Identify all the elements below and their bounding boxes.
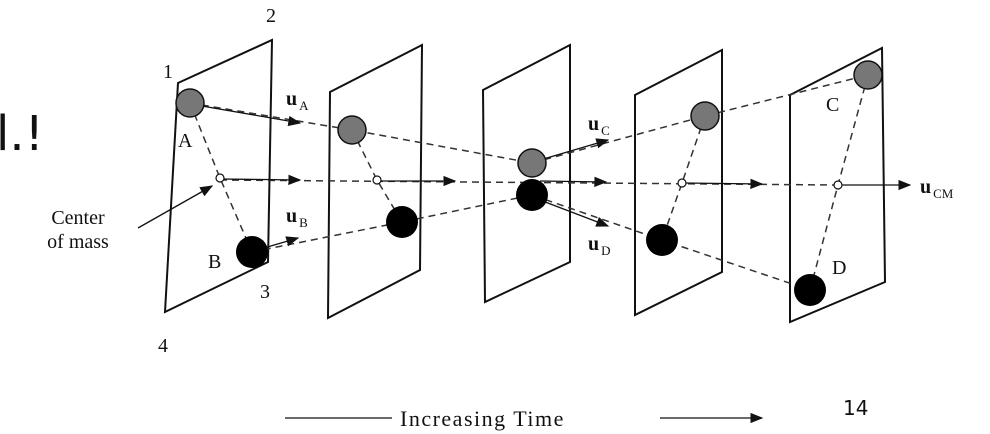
velocity-subscript: C [601,123,610,138]
velocity-labels: u Au Bu Cu Du CM [286,88,954,258]
velocity-label: u CM [920,176,954,201]
velocity-subscript: D [601,243,610,258]
time-label: Increasing Time [400,406,565,431]
corner-label: 3 [260,281,270,303]
arrows [137,105,912,424]
velocity-symbol: u [286,205,297,227]
particle-label: B [208,251,221,273]
velocity-subscript: B [299,215,308,230]
velocity-subscript: A [299,98,309,113]
velocity-symbol: u [588,113,599,135]
center-label: Center [51,207,105,229]
particle-label: D [832,257,846,279]
velocity-symbol: u [920,176,931,198]
velocity-subscript: CM [933,186,954,201]
corner-label: 4 [158,335,168,357]
particle-label: A [178,130,193,152]
velocity-symbol: u [588,233,599,255]
particle-label: C [826,94,839,116]
corner-label: 1 [163,61,173,83]
velocity-symbol: u [286,88,297,110]
corner-label: 2 [266,5,276,27]
particles [175,60,883,306]
slide-text: l.! [0,106,44,162]
center-label: of mass [47,231,109,253]
page-number: 14 [843,396,868,420]
planes [163,38,887,324]
